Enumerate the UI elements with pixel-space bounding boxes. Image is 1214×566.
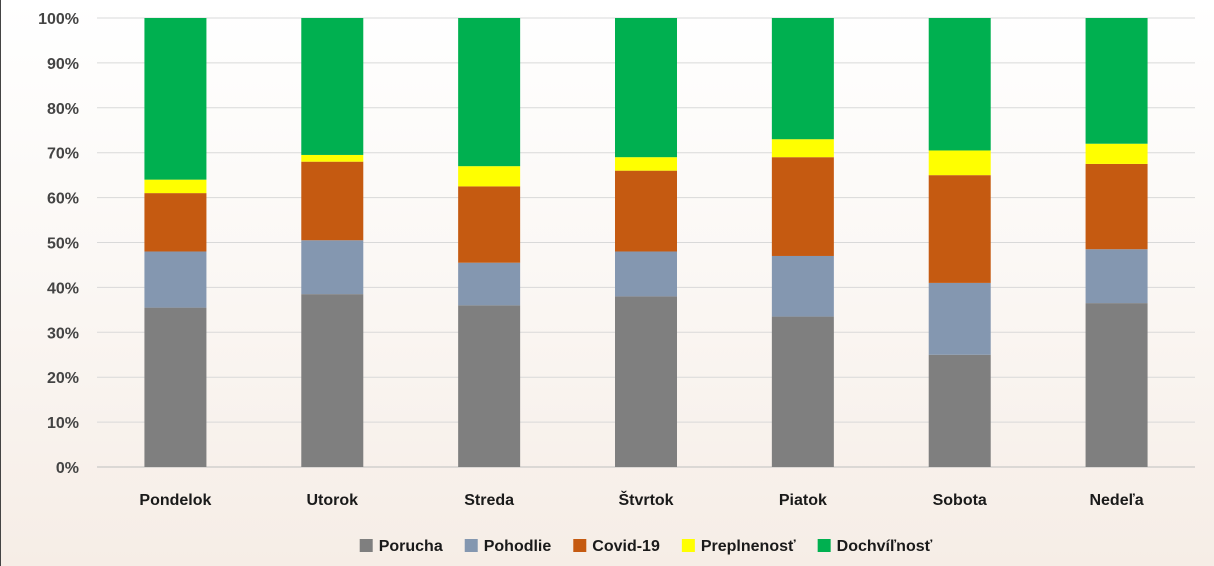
legend: Porucha Pohodlie Covid-19 Preplnenosť Dochví… <box>359 538 933 555</box>
legend-swatch <box>681 539 695 552</box>
y-tick-label: 30% <box>47 325 79 342</box>
y-axis-tick-labels: 0% 10% 20% 30% 40% 50% 60% 70% 80% 90% 100% <box>38 11 79 477</box>
y-tick-label: 100% <box>38 11 79 28</box>
legend-label: Preplnenosť <box>701 538 796 555</box>
legend-swatch <box>464 539 478 552</box>
bar-segment <box>771 316 834 467</box>
legend-item: Pohodlie <box>464 538 552 555</box>
bar-segment <box>1085 303 1148 467</box>
bar-segment <box>144 193 207 252</box>
y-tick-label: 70% <box>47 146 79 163</box>
bar-segment <box>928 175 991 283</box>
bar-segment <box>1085 18 1148 144</box>
legend-label: Pohodlie <box>484 538 552 555</box>
bar-segment <box>144 307 207 467</box>
legend-swatch <box>573 539 587 552</box>
bar-segment <box>928 18 991 151</box>
legend-label: Porucha <box>379 538 443 555</box>
legend-label: Dochvíľnosť <box>837 538 933 555</box>
bar-segment <box>771 18 834 140</box>
bar-segment <box>301 240 364 295</box>
bar-segment <box>771 139 834 158</box>
y-tick-label: 80% <box>47 101 79 118</box>
bar-segment <box>928 150 991 176</box>
y-tick-label: 10% <box>47 415 79 432</box>
legend-item: Porucha <box>359 538 443 555</box>
y-tick-label: 20% <box>47 370 79 387</box>
y-tick-label: 0% <box>56 460 79 477</box>
legend-swatch <box>817 539 831 552</box>
bar-segment <box>928 282 991 355</box>
bar-segment <box>615 18 677 158</box>
y-tick-label: 90% <box>47 56 79 73</box>
bar-segment <box>615 251 677 297</box>
bar-segment <box>458 18 521 167</box>
x-category-label: Piatok <box>779 492 827 509</box>
legend-item: Dochvíľnosť <box>817 538 933 555</box>
legend-item: Covid-19 <box>573 538 660 555</box>
y-tick-label: 40% <box>47 280 79 297</box>
y-tick-label: 60% <box>47 191 79 208</box>
bar-segment <box>144 179 207 194</box>
bar-segment <box>615 296 677 467</box>
x-category-label: Pondelok <box>139 492 211 509</box>
y-tick-label: 50% <box>47 236 79 253</box>
bar-segment <box>1085 163 1148 250</box>
x-category-label: Sobota <box>933 492 987 509</box>
bar-segment <box>144 251 207 308</box>
legend-swatch <box>359 539 373 552</box>
bar-segment <box>458 262 521 306</box>
bar-segment <box>615 157 677 171</box>
bars <box>144 18 1148 467</box>
legend-label: Covid-19 <box>592 538 660 555</box>
legend-item: Preplnenosť <box>681 538 796 555</box>
bar-segment <box>1085 249 1148 304</box>
bar-segment <box>615 170 677 252</box>
bar-segment <box>1085 143 1148 164</box>
bar-segment <box>301 154 364 162</box>
bar-segment <box>928 354 991 467</box>
x-category-label: Utorok <box>307 492 359 509</box>
bar-segment <box>458 186 521 263</box>
x-category-label: Streda <box>464 492 514 509</box>
x-axis-category-labels: Pondelok Utorok Streda Štvrtok Piatok Sobota N… <box>139 490 1143 509</box>
bar-segment <box>771 157 834 256</box>
bar-segment <box>301 294 364 467</box>
bar-segment <box>458 305 521 467</box>
bar-segment <box>301 161 364 241</box>
bar-segment <box>144 18 207 180</box>
bar-segment <box>771 255 834 317</box>
x-category-label: Nedeľa <box>1089 492 1143 509</box>
bar-segment <box>301 18 364 155</box>
x-category-label: Štvrtok <box>618 490 673 509</box>
bar-segment <box>458 166 521 187</box>
